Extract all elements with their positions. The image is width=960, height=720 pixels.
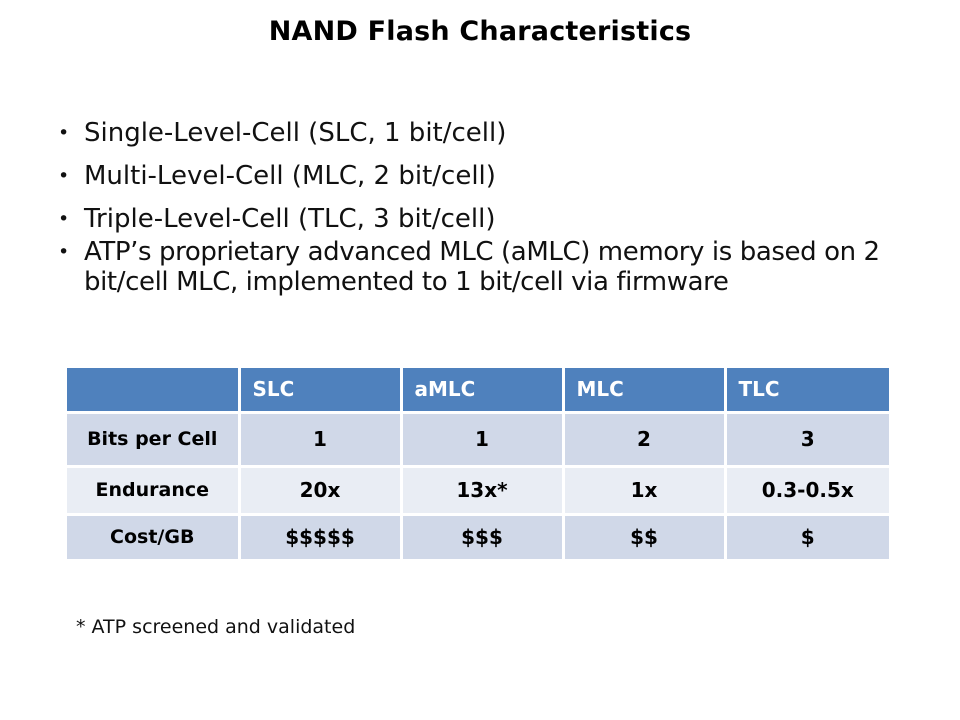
cell-endurance-slc: 20x [237,464,401,514]
bullet-item-amlc: • ATP’s proprietary advanced MLC (aMLC) … [50,237,910,297]
bullet-text-amlc: ATP’s proprietary advanced MLC (aMLC) me… [84,237,880,297]
bullet-item-slc: • Single-Level-Cell (SLC, 1 bit/cell) [50,118,910,149]
table-row-bits-per-cell: Bits per Cell 1 1 2 3 [67,410,889,466]
slide-title: NAND Flash Characteristics [268,16,692,47]
cell-cost-amlc: $$$ [399,512,563,559]
row-label-bits-per-cell: Bits per Cell [67,410,239,466]
nand-characteristics-table-container: SLC aMLC MLC TLC Bits per Cell 1 1 2 3 E… [67,368,889,559]
nand-characteristics-table: SLC aMLC MLC TLC Bits per Cell 1 1 2 3 E… [67,368,889,559]
table-row-endurance: Endurance 20x 13x* 1x 0.3-0.5x [67,464,889,514]
header-cell-slc: SLC [237,368,401,412]
footnote: * ATP screened and validated [76,616,356,638]
cell-bits-amlc: 1 [399,410,563,466]
bullet-icon: • [58,208,70,230]
bullet-icon: • [58,241,70,263]
bullet-text-slc: Single-Level-Cell (SLC, 1 bit/cell) [84,118,507,148]
cell-cost-slc: $$$$$ [237,512,401,559]
row-label-cost-per-gb: Cost/GB [67,512,239,559]
bullet-item-mlc: • Multi-Level-Cell (MLC, 2 bit/cell) [50,161,910,192]
header-cell-amlc: aMLC [399,368,563,412]
bullet-icon: • [58,165,70,187]
bullet-list: • Single-Level-Cell (SLC, 1 bit/cell) • … [50,118,910,297]
cell-endurance-mlc: 1x [561,464,725,514]
bullet-item-tlc: • Triple-Level-Cell (TLC, 3 bit/cell) [50,204,910,235]
header-cell-mlc: MLC [561,368,725,412]
header-cell-blank [67,368,239,412]
bullet-text-tlc: Triple-Level-Cell (TLC, 3 bit/cell) [84,204,496,234]
cell-cost-tlc: $ [723,512,889,559]
cell-bits-mlc: 2 [561,410,725,466]
header-cell-tlc: TLC [723,368,889,412]
table-row-cost-per-gb: Cost/GB $$$$$ $$$ $$ $ [67,512,889,559]
cell-endurance-tlc: 0.3-0.5x [723,464,889,514]
cell-bits-tlc: 3 [723,410,889,466]
cell-bits-slc: 1 [237,410,401,466]
cell-cost-mlc: $$ [561,512,725,559]
row-label-endurance: Endurance [67,464,239,514]
table-header-row: SLC aMLC MLC TLC [67,368,889,412]
bullet-icon: • [58,122,70,144]
bullet-text-mlc: Multi-Level-Cell (MLC, 2 bit/cell) [84,161,496,191]
cell-endurance-amlc: 13x* [399,464,563,514]
